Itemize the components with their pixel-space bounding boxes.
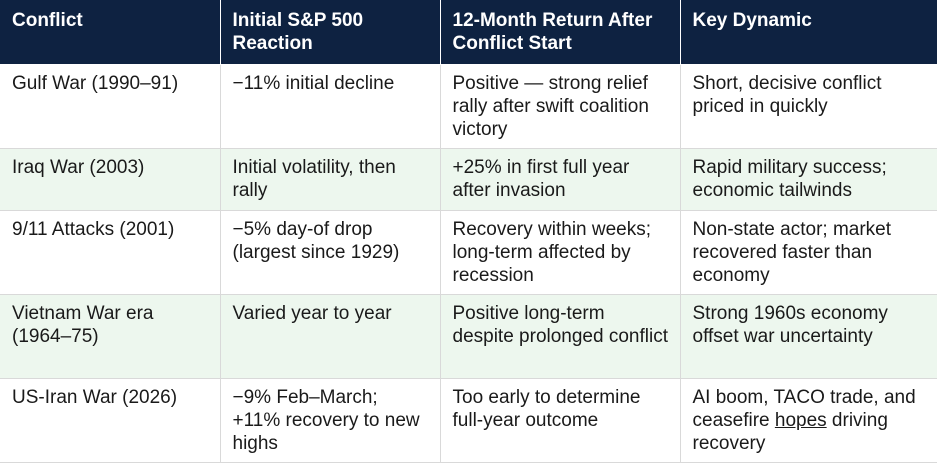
table-row: Gulf War (1990–91) −11% initial decline … <box>0 63 937 149</box>
table-row: 9/11 Attacks (2001) −5% day-of drop (lar… <box>0 209 937 295</box>
conflict-cell: Iraq War (2003) <box>0 147 221 211</box>
header-initial-reaction: Initial S&P 500 Reaction <box>219 0 441 65</box>
return-cell: Recovery within weeks; long-term affecte… <box>439 209 681 295</box>
reaction-cell: Initial volatility, then rally <box>219 147 441 211</box>
header-row: Conflict Initial S&P 500 Reaction 12-Mon… <box>0 0 937 65</box>
dynamic-cell: Short, decisive conflict priced in quick… <box>679 63 937 149</box>
hopes-link[interactable]: hopes <box>774 409 827 431</box>
conflict-cell: Gulf War (1990–91) <box>0 63 221 149</box>
table-row: Vietnam War era (1964–75) Varied year to… <box>0 293 937 379</box>
table-row: Iraq War (2003) Initial volatility, then… <box>0 147 937 211</box>
header-key-dynamic: Key Dynamic <box>679 0 937 65</box>
reaction-cell: Varied year to year <box>219 293 441 379</box>
conflict-cell: 9/11 Attacks (2001) <box>0 209 221 295</box>
dynamic-cell: Non-state actor; market recovered faster… <box>679 209 937 295</box>
reaction-cell: −11% initial decline <box>219 63 441 149</box>
dynamic-cell: AI boom, TACO trade, and ceasefire hopes… <box>679 377 937 463</box>
return-cell: +25% in first full year after invasion <box>439 147 681 211</box>
header-conflict: Conflict <box>0 0 221 65</box>
reaction-cell: −5% day-of drop (largest since 1929) <box>219 209 441 295</box>
dynamic-text-after: driving recovery <box>692 409 888 454</box>
return-cell: Positive long-term despite prolonged con… <box>439 293 681 379</box>
return-cell: Too early to determine full-year outcome <box>439 377 681 463</box>
dynamic-text-before: AI boom, TACO trade, and ceasefire <box>692 386 916 431</box>
header-12-month-return: 12-Month Return After Conflict Start <box>439 0 681 65</box>
dynamic-cell: Rapid military success; economic tailwin… <box>679 147 937 211</box>
conflict-cell: US-Iran War (2026) <box>0 377 221 463</box>
table-row: US-Iran War (2026) −9% Feb–March; +11% r… <box>0 377 937 463</box>
reaction-cell: −9% Feb–March; +11% recovery to new high… <box>219 377 441 463</box>
dynamic-cell: Strong 1960s economy offset war uncertai… <box>679 293 937 379</box>
return-cell: Positive — strong relief rally after swi… <box>439 63 681 149</box>
conflict-cell: Vietnam War era (1964–75) <box>0 293 221 379</box>
